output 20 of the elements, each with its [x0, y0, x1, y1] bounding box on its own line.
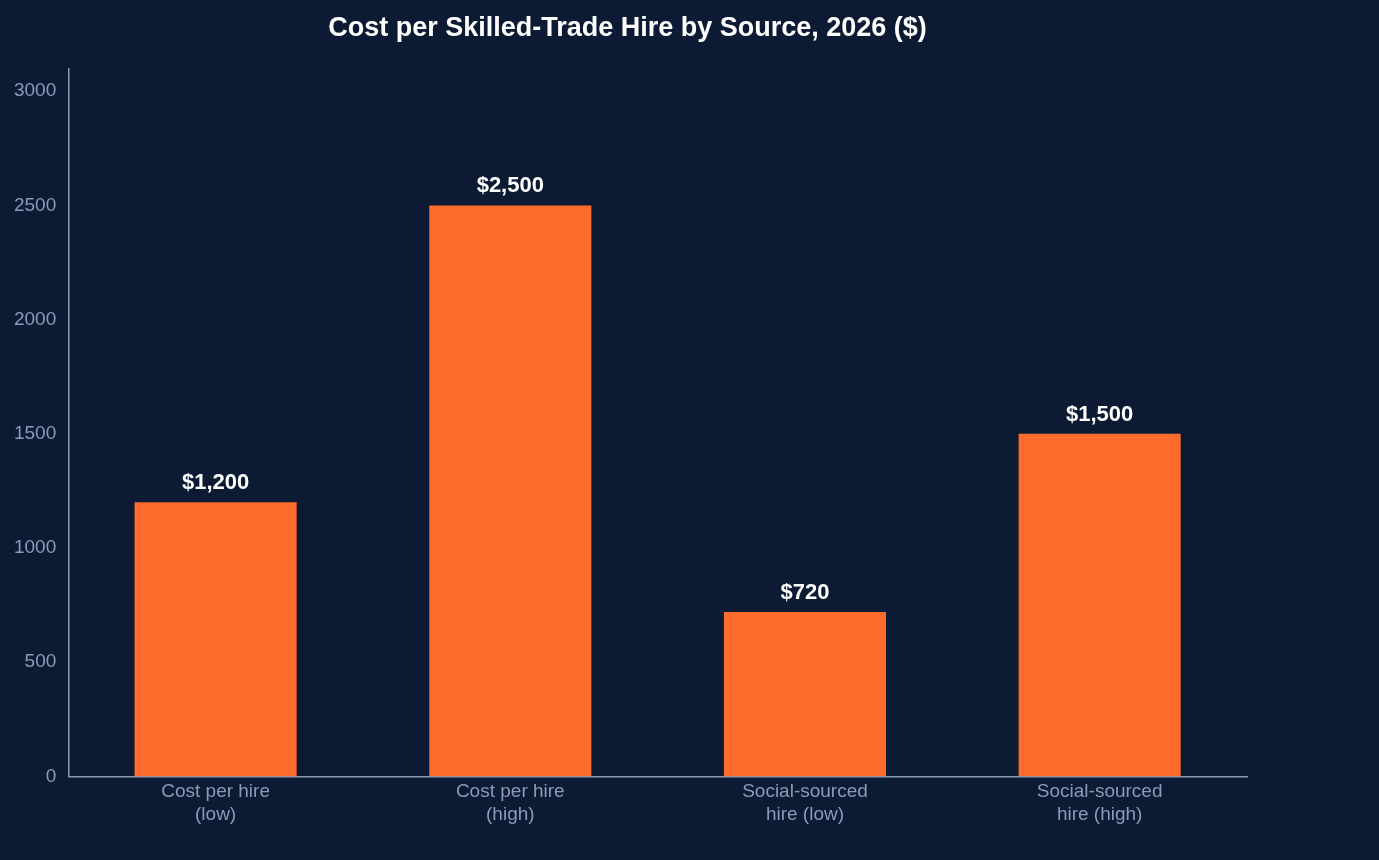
x-tick-label: Cost per hire (high) [455, 780, 565, 824]
data-label: $1,500 [1066, 400, 1134, 426]
y-tick-label: 500 [24, 650, 57, 672]
y-tick-label: 2500 [13, 193, 57, 215]
y-tick-label: 0 [45, 764, 57, 786]
y-tick-label: 2000 [13, 307, 57, 329]
bar [1018, 433, 1181, 777]
data-label: $1,200 [181, 469, 250, 495]
y-tick-label: 1500 [13, 422, 57, 444]
bar [723, 611, 887, 777]
bar [134, 502, 297, 777]
y-tick-label: 1000 [13, 536, 57, 558]
chart-title: Cost per Skilled-Trade Hire by Source, 2026 ($) [328, 11, 927, 42]
y-tick-label: 3000 [13, 79, 57, 101]
x-tick-label: Social-sourced hire (high) [1036, 780, 1163, 824]
x-tick-label: Cost per hire (low) [161, 780, 270, 824]
data-label: $2,500 [476, 172, 544, 198]
x-tick-label: Social-sourced hire (low) [742, 780, 868, 824]
data-label: $720 [780, 579, 830, 605]
bar [429, 205, 592, 777]
